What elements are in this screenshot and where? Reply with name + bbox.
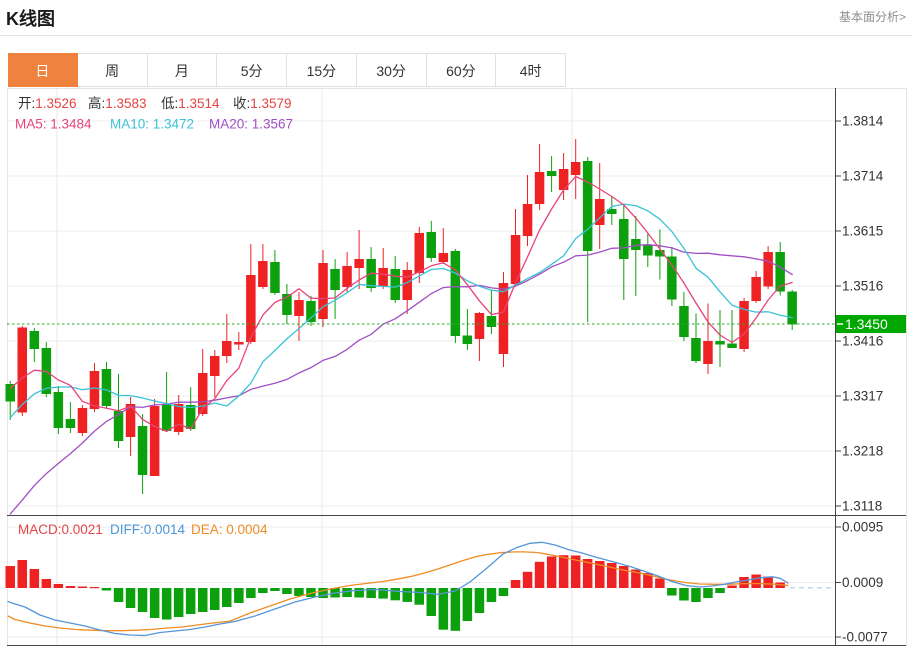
- svg-text:1.3714: 1.3714: [842, 169, 884, 184]
- svg-text:1.3516: 1.3516: [842, 279, 883, 294]
- svg-text:1.3416: 1.3416: [842, 334, 883, 349]
- svg-text:MACD:0.0021: MACD:0.0021: [18, 522, 103, 537]
- svg-text:MA10: 1.3472: MA10: 1.3472: [110, 117, 194, 132]
- svg-text:MA5: 1.3484: MA5: 1.3484: [15, 117, 92, 132]
- svg-text:0.0009: 0.0009: [842, 575, 883, 590]
- svg-text:1.3450: 1.3450: [845, 316, 888, 332]
- svg-text:1.3814: 1.3814: [842, 114, 884, 129]
- svg-text:0.0095: 0.0095: [842, 520, 883, 535]
- svg-text:DIFF:0.0014: DIFF:0.0014: [110, 522, 186, 537]
- svg-text:DEA: 0.0004: DEA: 0.0004: [191, 522, 268, 537]
- svg-text:1.3118: 1.3118: [842, 499, 882, 514]
- svg-text:1.3317: 1.3317: [842, 389, 883, 404]
- svg-text:MA20: 1.3567: MA20: 1.3567: [209, 117, 293, 132]
- svg-text:-0.0077: -0.0077: [842, 630, 888, 645]
- svg-text:1.3218: 1.3218: [842, 444, 883, 459]
- svg-text:1.3615: 1.3615: [842, 224, 883, 239]
